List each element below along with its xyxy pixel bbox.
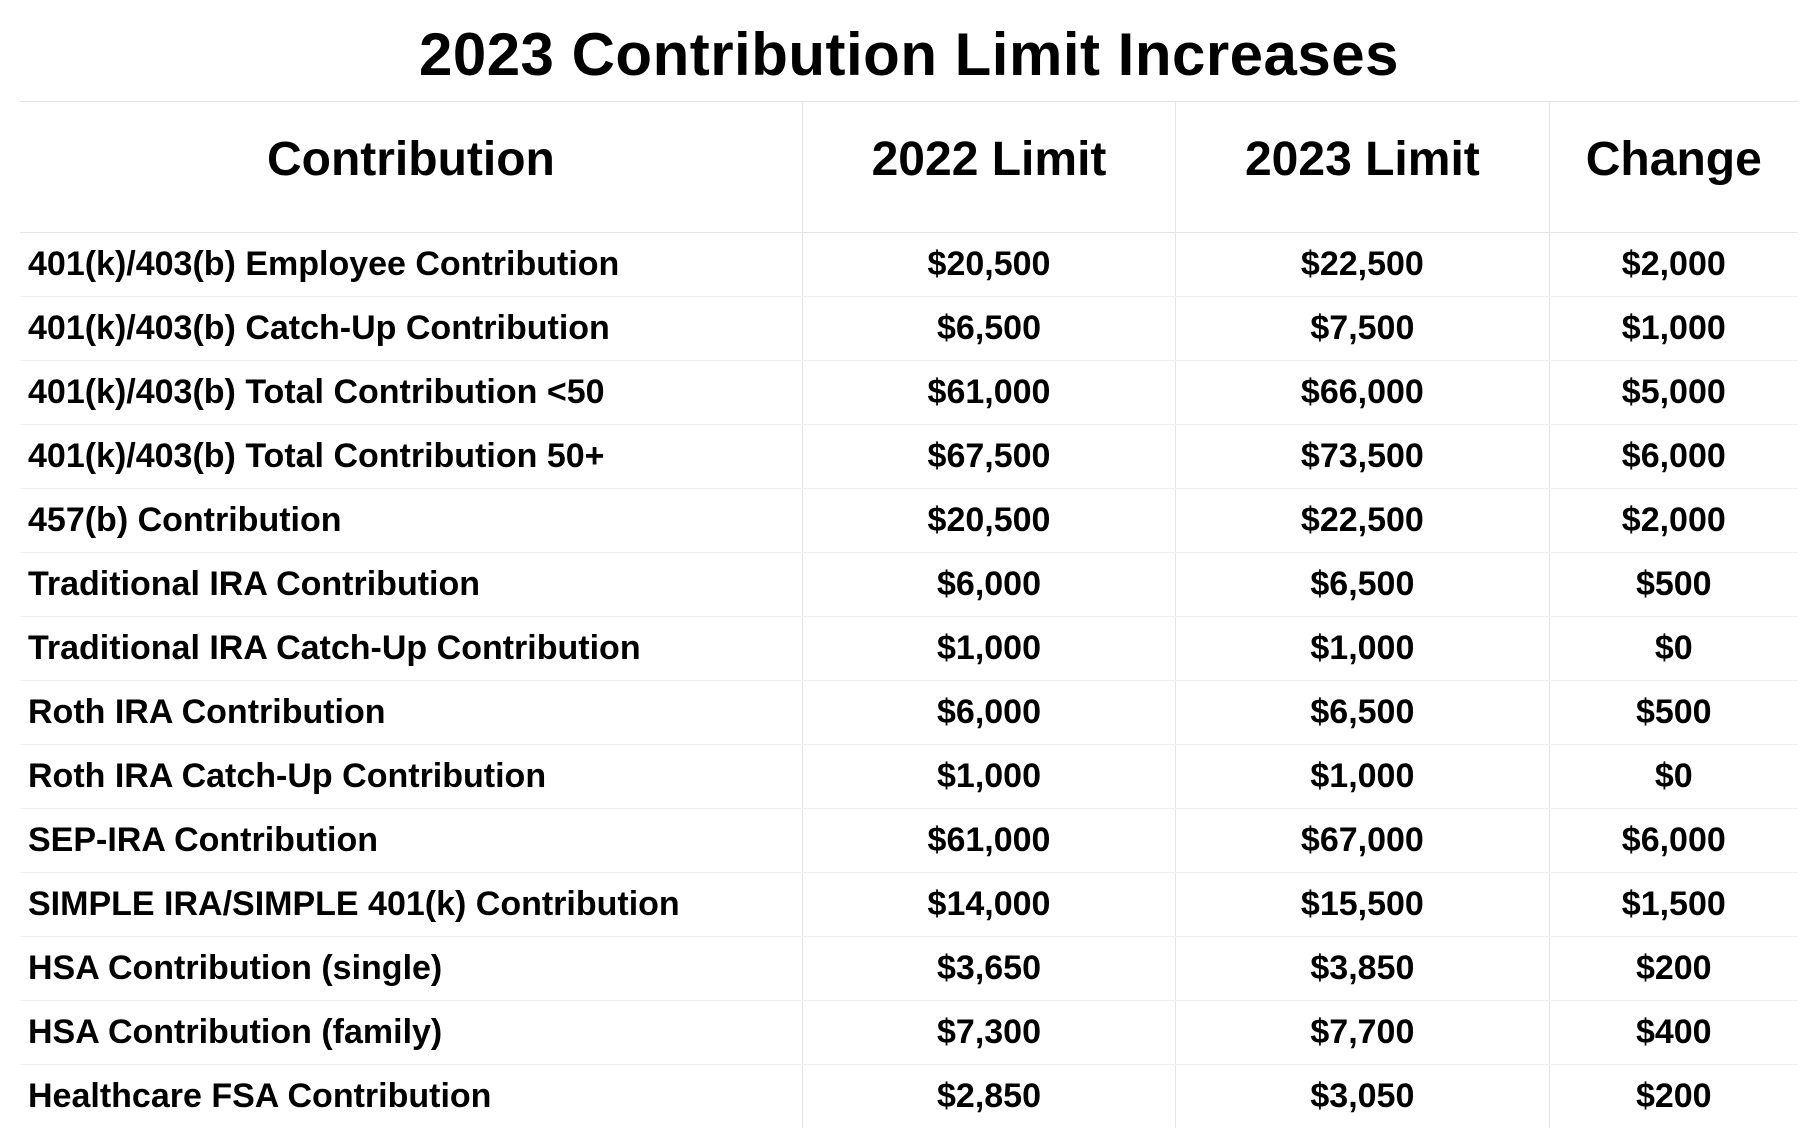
header-contribution: Contribution bbox=[20, 102, 802, 233]
page: 2023 Contribution Limit Increases Contri… bbox=[0, 0, 1818, 1128]
cell-contribution-name: Traditional IRA Catch-Up Contribution bbox=[20, 617, 802, 681]
table-row: HSA Contribution (single)$3,650$3,850$20… bbox=[20, 937, 1798, 1001]
cell-2023-limit: $73,500 bbox=[1176, 425, 1549, 489]
cell-change: $500 bbox=[1549, 681, 1798, 745]
cell-2022-limit: $67,500 bbox=[802, 425, 1175, 489]
cell-change: $6,000 bbox=[1549, 425, 1798, 489]
cell-2023-limit: $7,500 bbox=[1176, 297, 1549, 361]
cell-contribution-name: 401(k)/403(b) Employee Contribution bbox=[20, 233, 802, 297]
cell-2023-limit: $22,500 bbox=[1176, 233, 1549, 297]
table-row: HSA Contribution (family)$7,300$7,700$40… bbox=[20, 1001, 1798, 1065]
cell-contribution-name: 401(k)/403(b) Total Contribution 50+ bbox=[20, 425, 802, 489]
cell-2022-limit: $2,850 bbox=[802, 1065, 1175, 1128]
cell-2023-limit: $3,050 bbox=[1176, 1065, 1549, 1128]
cell-2023-limit: $6,500 bbox=[1176, 681, 1549, 745]
cell-change: $2,000 bbox=[1549, 489, 1798, 553]
contribution-table: Contribution 2022 Limit 2023 Limit Chang… bbox=[20, 101, 1798, 1128]
cell-2022-limit: $61,000 bbox=[802, 809, 1175, 873]
cell-2023-limit: $6,500 bbox=[1176, 553, 1549, 617]
cell-2022-limit: $20,500 bbox=[802, 489, 1175, 553]
table-row: 401(k)/403(b) Catch-Up Contribution$6,50… bbox=[20, 297, 1798, 361]
cell-2023-limit: $3,850 bbox=[1176, 937, 1549, 1001]
cell-contribution-name: 401(k)/403(b) Total Contribution <50 bbox=[20, 361, 802, 425]
cell-change: $5,000 bbox=[1549, 361, 1798, 425]
cell-change: $0 bbox=[1549, 617, 1798, 681]
cell-2022-limit: $20,500 bbox=[802, 233, 1175, 297]
cell-contribution-name: HSA Contribution (family) bbox=[20, 1001, 802, 1065]
cell-change: $0 bbox=[1549, 745, 1798, 809]
header-row: Contribution 2022 Limit 2023 Limit Chang… bbox=[20, 102, 1798, 233]
cell-contribution-name: 457(b) Contribution bbox=[20, 489, 802, 553]
cell-2022-limit: $6,000 bbox=[802, 553, 1175, 617]
header-change: Change bbox=[1549, 102, 1798, 233]
header-2023-limit: 2023 Limit bbox=[1176, 102, 1549, 233]
table-row: Roth IRA Catch-Up Contribution$1,000$1,0… bbox=[20, 745, 1798, 809]
cell-change: $400 bbox=[1549, 1001, 1798, 1065]
cell-change: $2,000 bbox=[1549, 233, 1798, 297]
cell-change: $1,500 bbox=[1549, 873, 1798, 937]
cell-contribution-name: Healthcare FSA Contribution bbox=[20, 1065, 802, 1128]
cell-2023-limit: $1,000 bbox=[1176, 617, 1549, 681]
cell-contribution-name: HSA Contribution (single) bbox=[20, 937, 802, 1001]
cell-2023-limit: $22,500 bbox=[1176, 489, 1549, 553]
cell-contribution-name: SIMPLE IRA/SIMPLE 401(k) Contribution bbox=[20, 873, 802, 937]
cell-contribution-name: Traditional IRA Contribution bbox=[20, 553, 802, 617]
cell-2022-limit: $14,000 bbox=[802, 873, 1175, 937]
table-row: 401(k)/403(b) Total Contribution 50+$67,… bbox=[20, 425, 1798, 489]
cell-2022-limit: $7,300 bbox=[802, 1001, 1175, 1065]
table-body: 401(k)/403(b) Employee Contribution$20,5… bbox=[20, 233, 1798, 1128]
table-row: 401(k)/403(b) Employee Contribution$20,5… bbox=[20, 233, 1798, 297]
cell-2022-limit: $3,650 bbox=[802, 937, 1175, 1001]
cell-contribution-name: Roth IRA Catch-Up Contribution bbox=[20, 745, 802, 809]
cell-2023-limit: $1,000 bbox=[1176, 745, 1549, 809]
cell-2023-limit: $67,000 bbox=[1176, 809, 1549, 873]
cell-change: $500 bbox=[1549, 553, 1798, 617]
cell-contribution-name: SEP-IRA Contribution bbox=[20, 809, 802, 873]
cell-contribution-name: Roth IRA Contribution bbox=[20, 681, 802, 745]
table-row: Roth IRA Contribution$6,000$6,500$500 bbox=[20, 681, 1798, 745]
cell-change: $200 bbox=[1549, 1065, 1798, 1128]
table-row: Traditional IRA Contribution$6,000$6,500… bbox=[20, 553, 1798, 617]
table-row: 401(k)/403(b) Total Contribution <50$61,… bbox=[20, 361, 1798, 425]
page-title: 2023 Contribution Limit Increases bbox=[20, 20, 1798, 89]
table-row: SIMPLE IRA/SIMPLE 401(k) Contribution$14… bbox=[20, 873, 1798, 937]
header-2022-limit: 2022 Limit bbox=[802, 102, 1175, 233]
table-row: SEP-IRA Contribution$61,000$67,000$6,000 bbox=[20, 809, 1798, 873]
cell-2022-limit: $61,000 bbox=[802, 361, 1175, 425]
cell-2022-limit: $6,500 bbox=[802, 297, 1175, 361]
cell-contribution-name: 401(k)/403(b) Catch-Up Contribution bbox=[20, 297, 802, 361]
cell-change: $1,000 bbox=[1549, 297, 1798, 361]
cell-2023-limit: $66,000 bbox=[1176, 361, 1549, 425]
table-row: Healthcare FSA Contribution$2,850$3,050$… bbox=[20, 1065, 1798, 1128]
table-row: 457(b) Contribution$20,500$22,500$2,000 bbox=[20, 489, 1798, 553]
cell-2023-limit: $7,700 bbox=[1176, 1001, 1549, 1065]
cell-change: $200 bbox=[1549, 937, 1798, 1001]
table-head: Contribution 2022 Limit 2023 Limit Chang… bbox=[20, 102, 1798, 233]
cell-change: $6,000 bbox=[1549, 809, 1798, 873]
cell-2022-limit: $6,000 bbox=[802, 681, 1175, 745]
cell-2022-limit: $1,000 bbox=[802, 617, 1175, 681]
cell-2022-limit: $1,000 bbox=[802, 745, 1175, 809]
cell-2023-limit: $15,500 bbox=[1176, 873, 1549, 937]
table-row: Traditional IRA Catch-Up Contribution$1,… bbox=[20, 617, 1798, 681]
